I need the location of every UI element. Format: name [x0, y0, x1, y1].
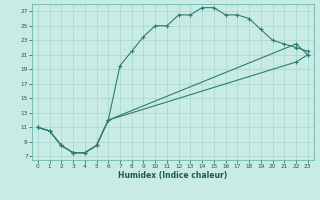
X-axis label: Humidex (Indice chaleur): Humidex (Indice chaleur) [118, 171, 228, 180]
